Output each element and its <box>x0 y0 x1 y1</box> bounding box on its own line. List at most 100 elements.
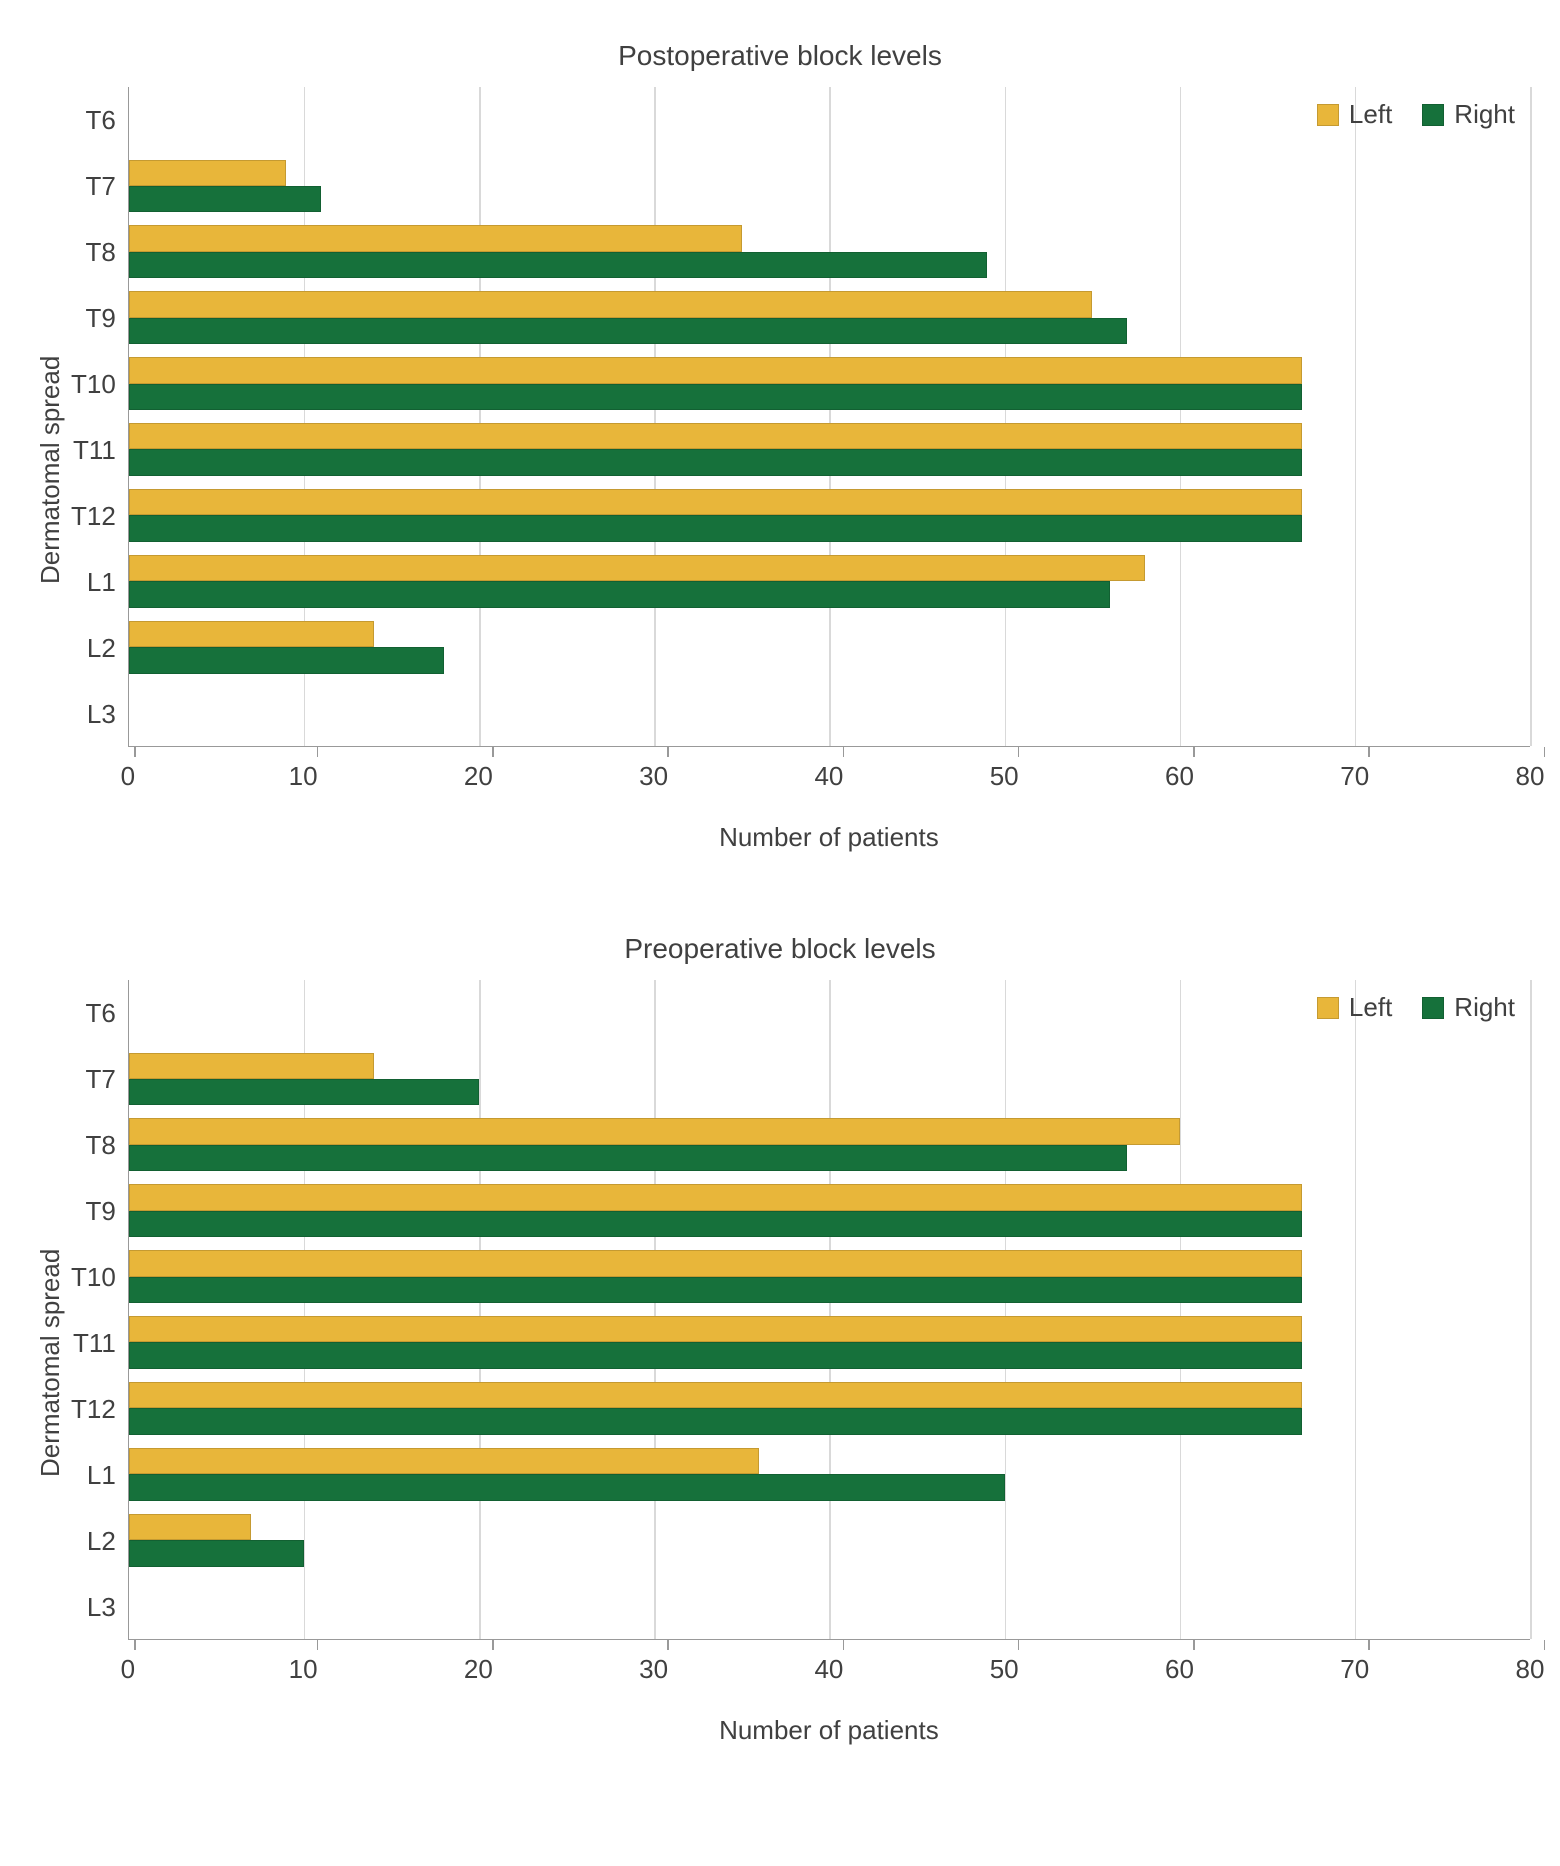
bar-group <box>129 1375 1530 1441</box>
bar-left <box>129 225 742 251</box>
y-tick-label: L2 <box>71 635 116 661</box>
x-tick-label: 40 <box>814 1654 843 1685</box>
y-tick-label: T11 <box>71 437 116 463</box>
x-tick: 50 <box>1004 747 1033 792</box>
x-tick: 0 <box>128 747 142 792</box>
x-axis-ticks: 01020304050607080 <box>128 1640 1530 1690</box>
bar-right <box>129 318 1127 344</box>
bar-left <box>129 1118 1180 1144</box>
chart-panel: Preoperative block levelsDermatomal spre… <box>30 933 1530 1746</box>
plot-area: Left Right <box>128 87 1530 747</box>
legend-label-left: Left <box>1349 992 1392 1023</box>
bar-right <box>129 647 444 673</box>
x-tick: 60 <box>1179 747 1208 792</box>
bar-group <box>129 1244 1530 1310</box>
legend: Left Right <box>1317 992 1515 1023</box>
y-tick-label: T6 <box>71 1000 116 1026</box>
bar-right <box>129 1408 1302 1434</box>
x-tick-label: 80 <box>1516 1654 1545 1685</box>
legend: Left Right <box>1317 99 1515 130</box>
y-tick-label: L1 <box>71 1462 116 1488</box>
bar-group <box>129 219 1530 285</box>
x-tick: 80 <box>1530 1640 1559 1685</box>
bar-group <box>129 614 1530 680</box>
bar-left <box>129 1250 1302 1276</box>
x-tick: 20 <box>478 1640 507 1685</box>
x-tick-label: 0 <box>121 1654 135 1685</box>
legend-item-right: Right <box>1422 99 1515 130</box>
y-tick-label: T11 <box>71 1330 116 1356</box>
bar-right <box>129 1145 1127 1171</box>
x-tick-label: 30 <box>639 761 668 792</box>
y-tick-label: T12 <box>71 503 116 529</box>
y-axis-ticks: T6T7T8T9T10T11T12L1L2L3 <box>71 87 128 747</box>
bar-right <box>129 1211 1302 1237</box>
x-tick-label: 50 <box>990 761 1019 792</box>
bar-left <box>129 489 1302 515</box>
x-tick-label: 60 <box>1165 761 1194 792</box>
x-tick-label: 20 <box>464 761 493 792</box>
bar-left <box>129 1316 1302 1342</box>
chart-title: Postoperative block levels <box>30 40 1530 72</box>
y-tick-label: T6 <box>71 107 116 133</box>
y-tick-label: L2 <box>71 1528 116 1554</box>
bar-group <box>129 1507 1530 1573</box>
bar-left <box>129 1514 252 1540</box>
y-tick-label: T10 <box>71 1264 116 1290</box>
x-tick: 40 <box>829 1640 858 1685</box>
x-tick-label: 60 <box>1165 1654 1194 1685</box>
x-tick-label: 70 <box>1340 1654 1369 1685</box>
x-tick: 20 <box>478 747 507 792</box>
legend-item-right: Right <box>1422 992 1515 1023</box>
x-axis-title: Number of patients <box>128 822 1530 853</box>
y-tick-label: T10 <box>71 371 116 397</box>
bar-left <box>129 555 1145 581</box>
legend-item-left: Left <box>1317 992 1392 1023</box>
bar-left <box>129 1448 760 1474</box>
x-tick-label: 30 <box>639 1654 668 1685</box>
bar-right <box>129 1540 304 1566</box>
chart-root: Postoperative block levels Dermatomal spr… <box>30 40 1530 1746</box>
bar-group <box>129 482 1530 548</box>
bar-group <box>129 1310 1530 1376</box>
y-axis-title: Dermatomal spread <box>30 980 71 1746</box>
bar-right <box>129 384 1302 410</box>
y-tick-label: L1 <box>71 569 116 595</box>
y-tick-label: L3 <box>71 1594 116 1620</box>
x-tick-label: 80 <box>1516 761 1545 792</box>
x-tick: 40 <box>829 747 858 792</box>
x-tick-label: 10 <box>289 761 318 792</box>
bar-group <box>129 1573 1530 1639</box>
x-tick: 70 <box>1355 1640 1384 1685</box>
x-tick: 10 <box>303 747 332 792</box>
bar-right <box>129 515 1302 541</box>
bar-left <box>129 621 374 647</box>
y-tick-label: L3 <box>71 701 116 727</box>
x-axis-ticks: 01020304050607080 <box>128 747 1530 797</box>
y-axis-title: Dermatomal spread <box>30 87 71 853</box>
bar-right <box>129 186 322 212</box>
bar-left <box>129 1184 1302 1210</box>
legend-swatch-left <box>1317 997 1339 1019</box>
bar-group <box>129 680 1530 746</box>
y-tick-label: T9 <box>71 305 116 331</box>
y-tick-label: T8 <box>71 1132 116 1158</box>
legend-swatch-left <box>1317 104 1339 126</box>
y-tick-label: T7 <box>71 1066 116 1092</box>
bar-right <box>129 1342 1302 1368</box>
x-tick-label: 50 <box>990 1654 1019 1685</box>
bar-left <box>129 357 1302 383</box>
x-tick: 30 <box>654 1640 683 1685</box>
legend-item-left: Left <box>1317 99 1392 130</box>
x-tick-label: 10 <box>289 1654 318 1685</box>
x-tick-label: 20 <box>464 1654 493 1685</box>
x-tick-label: 0 <box>121 761 135 792</box>
x-tick: 0 <box>128 1640 142 1685</box>
bar-right <box>129 1079 479 1105</box>
bar-group <box>129 417 1530 483</box>
bar-right <box>129 449 1302 475</box>
x-tick: 80 <box>1530 747 1559 792</box>
bar-group <box>129 285 1530 351</box>
y-axis-ticks: T6T7T8T9T10T11T12L1L2L3 <box>71 980 128 1640</box>
bar-left <box>129 291 1092 317</box>
